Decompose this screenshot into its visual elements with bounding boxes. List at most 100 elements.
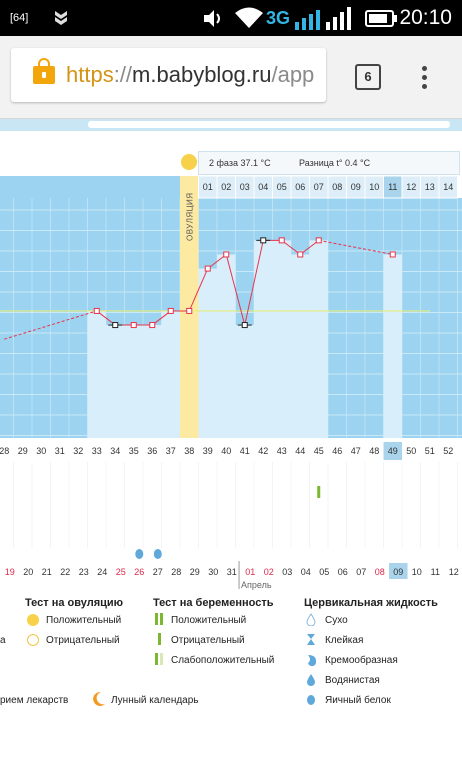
temperature-point	[186, 307, 193, 314]
ovulation-label: ОВУЛЯЦИЯ	[185, 192, 194, 241]
temperature-point	[315, 237, 322, 244]
temperature-line-segment	[281, 239, 301, 255]
cycle-day-label: 50	[406, 446, 416, 456]
pregnancy-weak-icon-b	[160, 653, 163, 665]
cycle-day-label: 28	[0, 446, 9, 456]
temperature-bar	[272, 240, 291, 438]
temperature-bar	[235, 325, 254, 438]
legend-left-cut: а	[0, 635, 6, 646]
url-host: m.babyblog.ru	[132, 62, 272, 87]
cycle-day-label: 30	[36, 446, 46, 456]
date-header-label: 04	[258, 182, 268, 192]
legend-pregnancy-weak: Слабоположительный	[171, 655, 275, 666]
temperature-bar	[254, 240, 273, 438]
date-header-label: 05	[277, 182, 287, 192]
cycle-day-label: 31	[55, 446, 65, 456]
date-header-label: 06	[295, 182, 305, 192]
temperature-point	[297, 251, 304, 258]
cervical-sticky-icon	[307, 634, 315, 645]
temperature-bar	[309, 240, 328, 438]
temperature-bar	[198, 268, 217, 438]
temperature-point	[167, 307, 174, 314]
network-label: 3G	[266, 8, 291, 28]
ovulation-positive-icon	[27, 614, 39, 626]
ovulation-negative-icon	[27, 634, 39, 646]
legend-ovulation-negative: Отрицательный	[46, 635, 120, 646]
legend-ovulation-positive: Положительный	[46, 615, 122, 626]
cervical-eggwhite-icon	[307, 695, 315, 705]
date-header-label: 14	[443, 182, 453, 192]
date-header-label: 02	[221, 182, 231, 192]
cervical-dry-icon	[306, 613, 316, 626]
chart-info-strip: 2 фаза 37.1 °С Разница t° 0.4 °С	[0, 151, 462, 175]
volume-icon	[204, 10, 220, 27]
page-content: 2 фаза 37.1 °С Разница t° 0.4 °С ОВУЛЯЦИ…	[0, 119, 462, 770]
notification-badge: [64]	[10, 12, 29, 24]
legend-pregnancy-negative: Отрицательный	[171, 635, 245, 646]
signal-icon	[295, 7, 351, 30]
cycle-day-label: 33	[92, 446, 102, 456]
overflow-menu-icon[interactable]	[418, 66, 430, 90]
legend-cervical-watery: Водянистая	[325, 675, 380, 686]
highlight-cycle-day-cell	[383, 442, 402, 460]
temperature-bar	[217, 254, 236, 438]
url-text[interactable]: https://m.babyblog.ru/app	[66, 62, 322, 88]
wifi-icon	[235, 7, 263, 28]
temperature-line-segment	[188, 268, 209, 312]
legend-cervical-title: Цервикальная жидкость	[304, 597, 438, 609]
cycle-day-label: 36	[147, 446, 157, 456]
calendar-day-label: 08	[375, 567, 385, 577]
cycle-day-label: 51	[425, 446, 435, 456]
scrollbar-thumb[interactable]	[88, 121, 450, 128]
horizontal-scrollbar[interactable]	[0, 119, 462, 131]
url-path: /app	[271, 62, 315, 87]
calendar-day-label: 04	[301, 567, 311, 577]
temperature-line-segment	[96, 310, 116, 326]
temperature-point	[204, 265, 211, 272]
calendar-day-label: 03	[282, 567, 292, 577]
cycle-day-label: 44	[295, 446, 305, 456]
legend-cervical-dry: Сухо	[325, 615, 348, 626]
cycle-day-label: 35	[129, 446, 139, 456]
calendar-day-label: 31	[227, 567, 237, 577]
temperature-point	[389, 251, 396, 258]
temperature-line-segment	[299, 239, 320, 255]
legend-ovulation-title: Тест на овуляцию	[25, 597, 124, 609]
legend-pregnancy-title: Тест на беременность	[153, 597, 274, 609]
cervical-drop-marker	[135, 549, 144, 559]
pregnancy-negative-icon	[158, 633, 161, 645]
temperature-point	[112, 322, 119, 329]
temperature-line-segment	[318, 239, 393, 255]
cycle-day-label: 29	[18, 446, 28, 456]
date-header-label: 12	[406, 182, 416, 192]
calendar-day-label: 10	[412, 567, 422, 577]
calendar-day-label: 05	[319, 567, 329, 577]
calendar-day-label: 26	[134, 567, 144, 577]
tabs-button[interactable]: 6	[355, 64, 381, 90]
cycle-day-label: 41	[240, 446, 250, 456]
temperature-point	[223, 251, 230, 258]
cycle-day-label: 52	[443, 446, 453, 456]
cycle-day-label: 48	[369, 446, 379, 456]
date-header-label: 13	[425, 182, 435, 192]
cycle-day-label: 39	[203, 446, 213, 456]
url-field[interactable]: https://m.babyblog.ru/app	[11, 48, 326, 102]
url-scheme: https	[66, 62, 114, 87]
cycle-day-label: 43	[277, 446, 287, 456]
date-header-cell	[438, 176, 458, 199]
battery-icon	[365, 10, 397, 27]
date-header-label: 08	[332, 182, 342, 192]
temperature-bar	[87, 310, 106, 438]
legend-cervical-creamy: Кремообразная	[325, 655, 398, 666]
browser-toolbar: https://m.babyblog.ru/app 6	[0, 36, 462, 119]
month-label: Апрель	[241, 580, 272, 590]
highlight-calendar-cell	[389, 563, 408, 579]
temperature-line-segment	[225, 254, 246, 326]
ovulation-band	[180, 176, 199, 438]
legend-cervical-eggwhite: Яичный белок	[325, 695, 391, 706]
cycle-day-label: 46	[332, 446, 342, 456]
cervical-watery-icon	[307, 674, 315, 686]
temperature-point	[260, 237, 267, 244]
calendar-day-label: 25	[116, 567, 126, 577]
calendar-day-label: 11	[431, 567, 440, 577]
